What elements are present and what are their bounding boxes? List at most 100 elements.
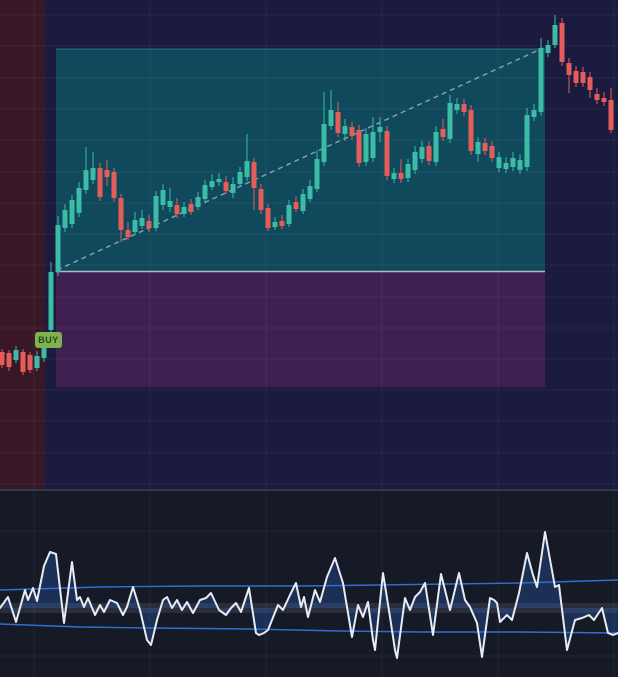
candle[interactable] — [594, 88, 600, 104]
candle[interactable] — [307, 180, 313, 202]
candle[interactable] — [552, 15, 558, 48]
candle[interactable] — [279, 215, 285, 229]
candle[interactable] — [440, 119, 446, 141]
price-chart-canvas[interactable] — [0, 0, 618, 489]
candle[interactable] — [454, 98, 460, 114]
candle[interactable] — [286, 200, 292, 227]
candle[interactable] — [202, 180, 208, 202]
candle[interactable] — [195, 192, 201, 210]
candle[interactable] — [503, 157, 509, 173]
candle[interactable] — [496, 152, 502, 172]
candle[interactable] — [83, 147, 89, 194]
candle[interactable] — [251, 158, 257, 210]
candle[interactable] — [132, 212, 138, 235]
candle[interactable] — [475, 137, 481, 162]
candle[interactable] — [398, 159, 404, 183]
oscillator-panel-canvas[interactable] — [0, 491, 618, 677]
candle-body — [251, 162, 257, 188]
candle[interactable] — [405, 159, 411, 182]
long-position-stop-zone[interactable] — [56, 271, 545, 388]
candle[interactable] — [559, 18, 565, 66]
candle[interactable] — [55, 216, 61, 276]
candle[interactable] — [426, 141, 432, 165]
candle[interactable] — [384, 126, 390, 180]
candle[interactable] — [293, 196, 299, 212]
candle[interactable] — [69, 195, 75, 228]
candle[interactable] — [111, 168, 117, 202]
candle[interactable] — [174, 198, 180, 218]
candle[interactable] — [90, 152, 96, 184]
candle[interactable] — [104, 160, 110, 186]
candle[interactable] — [447, 95, 453, 143]
candle[interactable] — [510, 152, 516, 171]
candle[interactable] — [489, 141, 495, 162]
candle[interactable] — [412, 146, 418, 174]
candle[interactable] — [13, 346, 19, 363]
candle[interactable] — [181, 202, 187, 217]
candle[interactable] — [6, 350, 12, 371]
candle[interactable] — [48, 262, 54, 336]
candle[interactable] — [27, 352, 33, 373]
candle[interactable] — [587, 72, 593, 98]
candle[interactable] — [349, 122, 355, 140]
candle[interactable] — [461, 99, 467, 116]
candle-body — [265, 208, 271, 228]
candle[interactable] — [20, 349, 26, 375]
dashed-trendline[interactable] — [56, 47, 544, 271]
candle[interactable] — [566, 58, 572, 93]
candle[interactable] — [573, 66, 579, 87]
candle[interactable] — [118, 194, 124, 242]
candle[interactable] — [328, 90, 334, 130]
candle[interactable] — [377, 117, 383, 142]
candle[interactable] — [391, 168, 397, 183]
candle[interactable] — [34, 351, 40, 371]
candle[interactable] — [342, 119, 348, 141]
candle[interactable] — [139, 210, 145, 229]
candle[interactable] — [230, 177, 236, 198]
candle[interactable] — [76, 182, 82, 217]
candle[interactable] — [258, 184, 264, 214]
candle[interactable] — [524, 108, 530, 171]
candle[interactable] — [146, 215, 152, 232]
candle[interactable] — [482, 138, 488, 155]
candle[interactable] — [244, 134, 250, 181]
candle[interactable] — [433, 126, 439, 166]
candle[interactable] — [370, 117, 376, 162]
candle[interactable] — [125, 222, 131, 240]
candle[interactable] — [531, 104, 537, 121]
candle-body — [475, 142, 481, 154]
buy-order-label[interactable]: BUY — [35, 332, 62, 348]
candle[interactable] — [356, 125, 362, 167]
candle[interactable] — [300, 189, 306, 214]
candle-body — [566, 63, 572, 75]
candle[interactable] — [216, 173, 222, 186]
candle[interactable] — [62, 204, 68, 232]
candle[interactable] — [97, 163, 103, 201]
long-position-profit-zone[interactable] — [56, 49, 545, 272]
candle[interactable] — [237, 167, 243, 187]
candle[interactable] — [545, 40, 551, 57]
candle[interactable] — [167, 188, 173, 212]
candle[interactable] — [363, 128, 369, 166]
candle[interactable] — [0, 349, 5, 368]
candle[interactable] — [321, 92, 327, 166]
candle[interactable] — [265, 204, 271, 231]
candle[interactable] — [601, 92, 607, 106]
candle[interactable] — [580, 67, 586, 87]
candle-body — [335, 112, 341, 133]
candle-body — [209, 181, 215, 187]
candle[interactable] — [608, 88, 614, 133]
candle[interactable] — [538, 38, 544, 116]
candle[interactable] — [419, 141, 425, 163]
candle[interactable] — [335, 102, 341, 137]
candle[interactable] — [153, 191, 159, 231]
candle[interactable] — [272, 217, 278, 230]
candle[interactable] — [517, 154, 523, 174]
candle[interactable] — [160, 184, 166, 210]
panel-separator[interactable] — [0, 489, 618, 491]
candle[interactable] — [188, 199, 194, 215]
candle[interactable] — [223, 176, 229, 194]
candle[interactable] — [209, 174, 215, 190]
candle[interactable] — [314, 150, 320, 192]
candle[interactable] — [468, 105, 474, 155]
